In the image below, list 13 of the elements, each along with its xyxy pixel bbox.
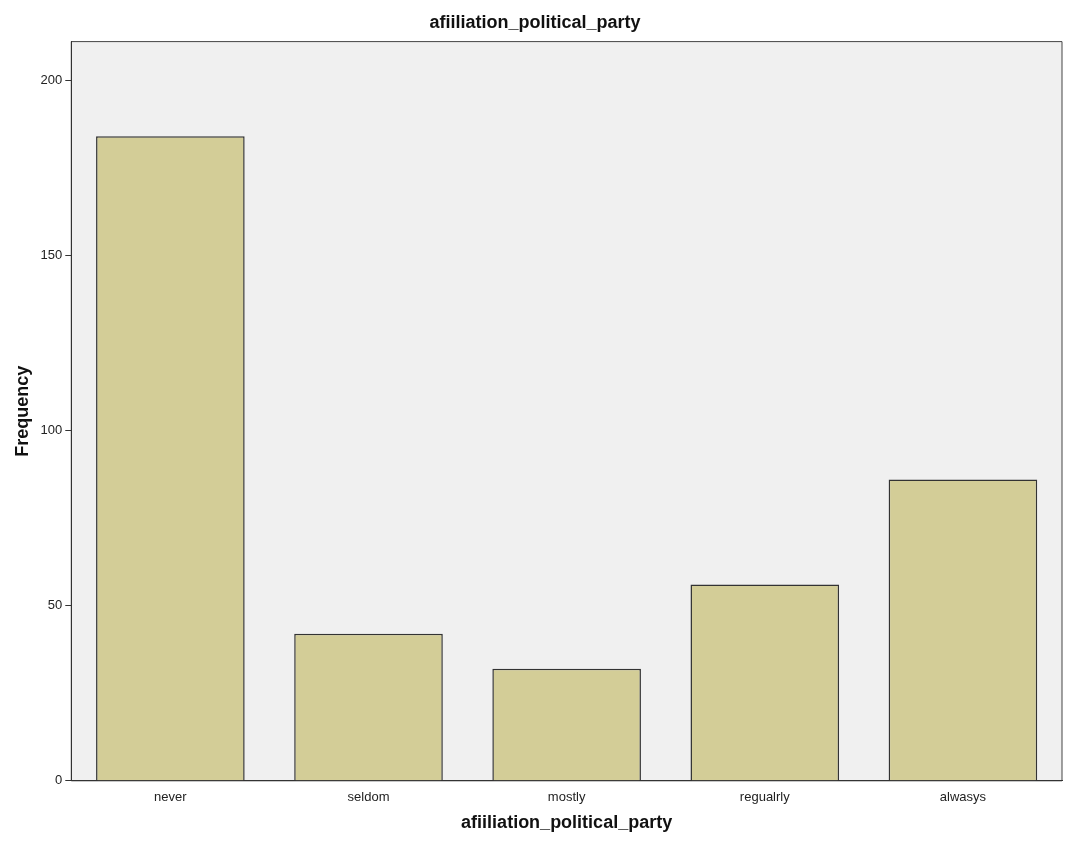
x-tick-label: mostly bbox=[547, 789, 586, 805]
x-tick-label: never bbox=[154, 789, 188, 805]
x-tick-label: seldom bbox=[347, 789, 390, 805]
y-tick-label: 200 bbox=[40, 71, 63, 87]
y-axis-title: Frequency bbox=[11, 365, 32, 457]
y-tick-label: 0 bbox=[55, 772, 63, 788]
chart-title: afiiliation_political_party bbox=[429, 11, 641, 32]
x-tick-label: regualrly bbox=[739, 789, 791, 805]
y-tick-label: 50 bbox=[47, 597, 63, 613]
x-tick-label: alwasys bbox=[939, 789, 987, 805]
x-axis-title: afiiliation_political_party bbox=[461, 812, 673, 833]
y-tick-label: 150 bbox=[40, 246, 63, 262]
y-tick-label: 100 bbox=[40, 422, 63, 438]
